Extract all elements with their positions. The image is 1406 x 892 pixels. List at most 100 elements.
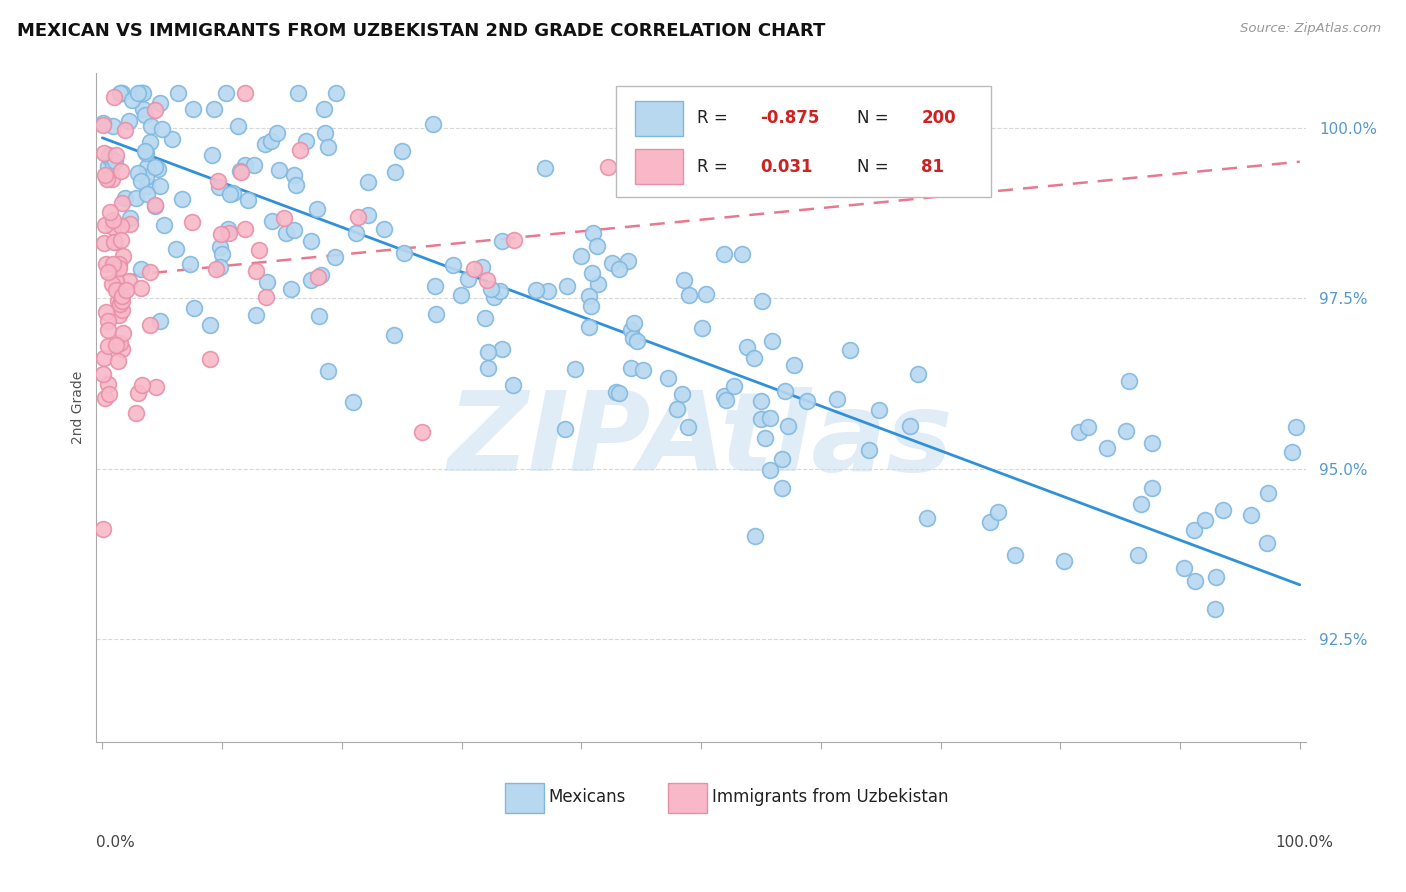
- Point: [131, 87, 153, 101]
- Point: [143, 160, 166, 174]
- Point: [127, 166, 149, 180]
- Point: [111, 302, 134, 317]
- Point: [97, 339, 120, 353]
- Point: [110, 219, 132, 234]
- Point: [690, 321, 713, 335]
- Point: [1053, 553, 1076, 567]
- Point: [170, 192, 193, 206]
- Text: 0.0%: 0.0%: [96, 836, 135, 850]
- Point: [392, 246, 415, 260]
- Point: [112, 249, 135, 263]
- Point: [373, 222, 395, 236]
- Point: [582, 226, 605, 240]
- Point: [1140, 481, 1163, 495]
- Point: [344, 226, 367, 240]
- Point: [273, 211, 295, 226]
- Point: [471, 260, 494, 274]
- Point: [502, 378, 524, 392]
- Point: [245, 308, 267, 322]
- Point: [858, 443, 880, 458]
- Point: [536, 284, 558, 298]
- Point: [294, 134, 316, 148]
- Point: [110, 163, 132, 178]
- Point: [204, 102, 226, 116]
- Point: [325, 87, 347, 101]
- Point: [253, 136, 276, 151]
- Point: [233, 158, 256, 172]
- Point: [136, 178, 159, 193]
- Point: [607, 262, 630, 277]
- Point: [759, 463, 782, 477]
- Point: [276, 226, 298, 240]
- Point: [260, 134, 283, 148]
- Point: [207, 174, 229, 188]
- Point: [299, 273, 322, 287]
- Point: [103, 90, 125, 104]
- Point: [422, 117, 444, 131]
- Point: [91, 116, 114, 130]
- Point: [125, 191, 148, 205]
- Point: [110, 87, 132, 101]
- Point: [776, 418, 799, 433]
- Point: [749, 412, 772, 426]
- Point: [183, 301, 205, 315]
- Point: [198, 318, 221, 332]
- Text: R =: R =: [697, 110, 734, 128]
- Point: [384, 165, 406, 179]
- Point: [915, 510, 938, 524]
- Point: [101, 172, 124, 186]
- Point: [97, 387, 120, 401]
- Text: Mexicans: Mexicans: [548, 788, 626, 805]
- Point: [101, 157, 124, 171]
- Text: 100.0%: 100.0%: [1275, 836, 1333, 850]
- Point: [146, 162, 169, 177]
- Point: [600, 255, 623, 269]
- Point: [198, 352, 221, 367]
- Point: [118, 114, 141, 128]
- Point: [609, 386, 631, 401]
- Point: [93, 168, 115, 182]
- Point: [132, 102, 155, 116]
- Point: [620, 360, 643, 375]
- Point: [666, 402, 689, 417]
- Point: [209, 227, 232, 241]
- Point: [114, 123, 136, 137]
- FancyBboxPatch shape: [616, 87, 991, 197]
- Point: [678, 420, 700, 434]
- Point: [868, 403, 890, 417]
- Text: ZIPAtlas: ZIPAtlas: [449, 387, 953, 494]
- Point: [91, 118, 114, 132]
- Point: [1212, 503, 1234, 517]
- Point: [838, 343, 860, 357]
- Point: [554, 421, 576, 435]
- Point: [578, 320, 600, 334]
- Point: [463, 262, 485, 277]
- Point: [111, 87, 134, 101]
- Point: [571, 249, 593, 263]
- Point: [101, 257, 124, 271]
- Point: [165, 242, 187, 256]
- Point: [716, 392, 738, 407]
- Point: [305, 202, 328, 216]
- Point: [477, 345, 499, 359]
- Point: [120, 218, 142, 232]
- Point: [114, 191, 136, 205]
- Point: [283, 223, 305, 237]
- Point: [751, 294, 773, 309]
- Point: [108, 308, 131, 322]
- Point: [475, 273, 498, 287]
- Point: [91, 367, 114, 381]
- Point: [111, 342, 134, 356]
- Point: [979, 515, 1001, 529]
- Point: [491, 234, 513, 248]
- Point: [1205, 570, 1227, 584]
- Point: [149, 314, 172, 328]
- Point: [103, 235, 125, 249]
- Text: R =: R =: [697, 158, 734, 176]
- Point: [228, 120, 250, 134]
- Point: [149, 179, 172, 194]
- Point: [1077, 420, 1099, 434]
- Point: [586, 239, 609, 253]
- Point: [93, 146, 115, 161]
- Point: [222, 186, 245, 201]
